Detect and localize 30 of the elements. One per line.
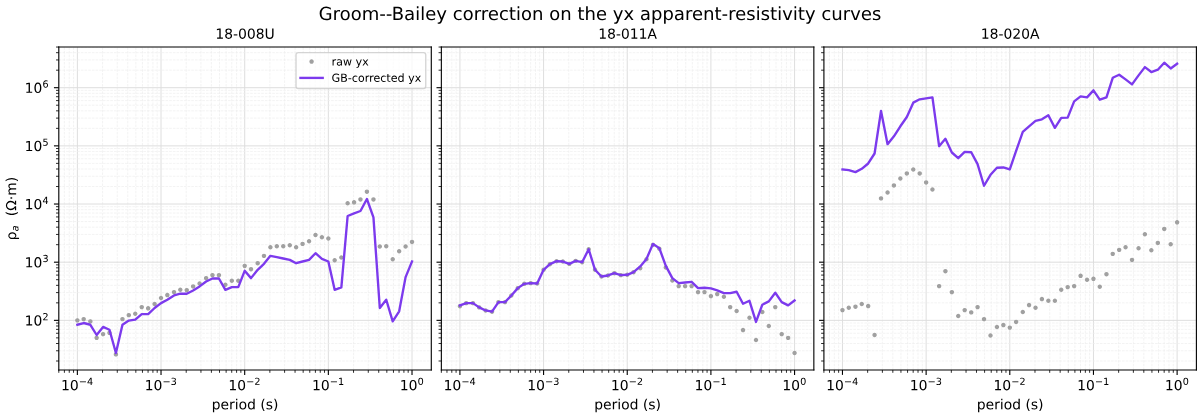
legend-label: raw yx: [332, 59, 369, 68]
x-axis-title: period (s): [978, 398, 1043, 413]
x-tick-label: 10$^{−4}$: [827, 377, 858, 391]
legend-label: GB-corrected yx: [332, 73, 421, 85]
chart-title: 18-011A: [599, 28, 657, 39]
x-tick-label: 10$^{−2}$: [229, 377, 260, 391]
chart-title: 18-020A: [982, 28, 1040, 39]
x-tick-label: 10$^{−4}$: [62, 377, 93, 391]
x-tick-label: 10$^{−2}$: [612, 377, 643, 391]
x-tick-label: 10$^{−2}$: [995, 377, 1025, 391]
x-axis-title: period (s): [212, 398, 278, 413]
x-tick-label: 10$^{0}$: [1166, 377, 1189, 391]
y-axis-title: ρ$_{a}$ (Ω·m): [5, 178, 20, 240]
y-tick-label: 10$^{5}$: [26, 138, 48, 152]
x-tick-label: 10$^{−3}$: [528, 377, 559, 391]
x-tick-label: 10$^{−4}$: [445, 377, 476, 391]
y-tick-label: 10$^{6}$: [26, 80, 49, 94]
x-tick-label: 10$^{−1}$: [313, 377, 344, 391]
x-tick-label: 10$^{0}$: [401, 377, 424, 391]
x-tick-label: 10$^{0}$: [783, 377, 806, 391]
x-axis-title: period (s): [595, 398, 660, 413]
x-tick-label: 10$^{−1}$: [696, 377, 726, 391]
y-tick-label: 10$^{3}$: [26, 254, 48, 268]
y-tick-label: 10$^{2}$: [26, 312, 48, 326]
chart-title: 18-008U: [216, 28, 274, 39]
x-tick-label: 10$^{−3}$: [911, 377, 942, 391]
x-tick-label: 10$^{−1}$: [1078, 377, 1109, 391]
x-tick-label: 10$^{−3}$: [146, 377, 177, 391]
y-tick-label: 10$^{4}$: [26, 196, 49, 210]
text: Groom--Bailey correction on the yx apparent-resistivity curves: [319, 6, 881, 24]
